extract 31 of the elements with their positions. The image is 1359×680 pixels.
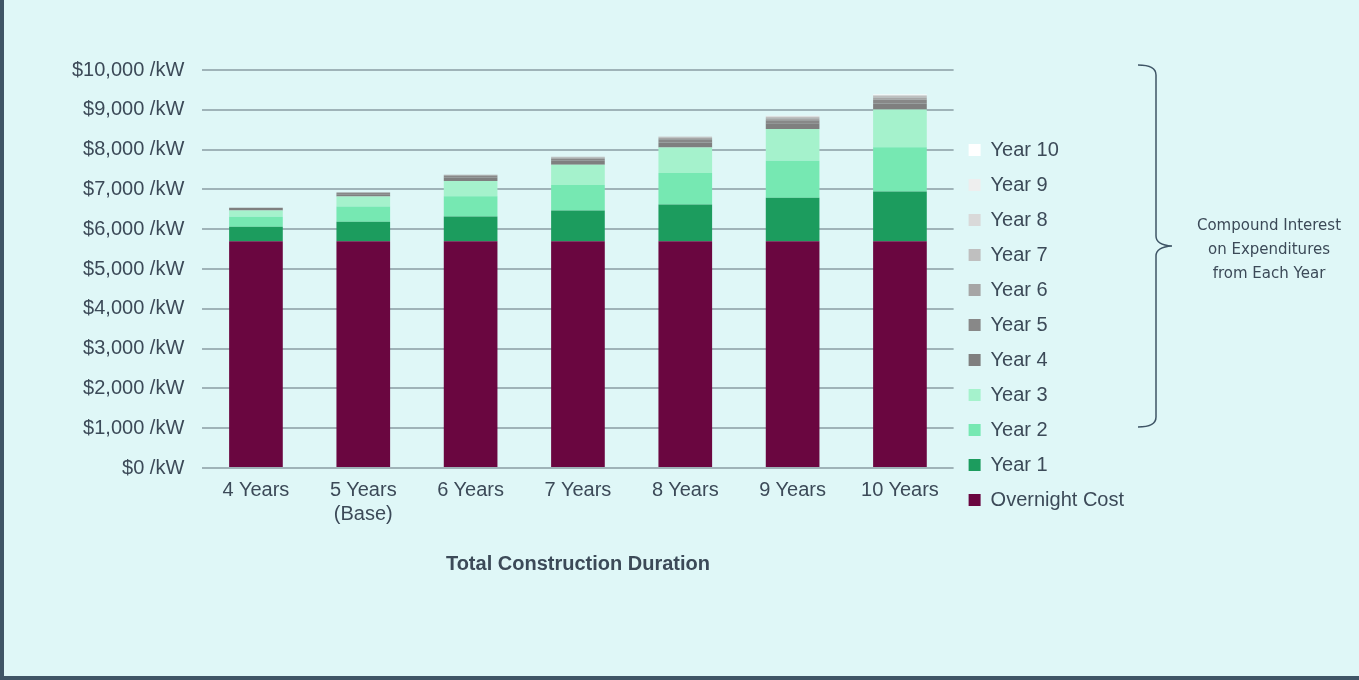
legend-label: Year 6 bbox=[990, 277, 1048, 300]
x-tick-label: 4 Years bbox=[222, 477, 290, 500]
legend-label: Year 3 bbox=[990, 382, 1048, 405]
legend-label: Overnight Cost bbox=[990, 487, 1125, 510]
y-tick-label: $9,000 /kW bbox=[83, 97, 185, 120]
y-tick-label: $8,000 /kW bbox=[83, 137, 185, 160]
y-tick-label: $1,000 /kW bbox=[83, 415, 185, 438]
x-tick-label: 9 Years bbox=[759, 477, 826, 500]
y-tick-label: $4,000 /kW bbox=[83, 296, 185, 319]
x-tick-label: 8 Years bbox=[651, 477, 719, 500]
legend-label: Year 7 bbox=[990, 242, 1048, 265]
legend-label: Year 10 bbox=[990, 137, 1059, 160]
legend-label: Year 5 bbox=[990, 312, 1048, 335]
y-tick-label: $2,000 /kW bbox=[83, 375, 185, 398]
legend-label: Year 2 bbox=[990, 417, 1048, 440]
legend-label: Year 9 bbox=[990, 172, 1048, 195]
x-axis-title: Total Construction Duration bbox=[445, 551, 710, 574]
y-tick-label: $3,000 /kW bbox=[83, 336, 185, 359]
x-tick-label: 7 Years bbox=[544, 477, 612, 500]
x-tick-label: 6 Years bbox=[437, 477, 504, 500]
x-tick-label: 5 Years (Base) bbox=[329, 477, 397, 524]
y-tick-label: $7,000 /kW bbox=[83, 176, 185, 199]
x-tick-label: 10 Years bbox=[861, 477, 939, 500]
legend-label: Year 4 bbox=[990, 347, 1048, 370]
y-tick-label: $0 /kW bbox=[122, 455, 185, 478]
text: Compound Interest on Expenditures from Each Year bbox=[1195, 215, 1343, 284]
y-tick-label: $10,000 /kW bbox=[71, 57, 185, 80]
legend-label: Year 8 bbox=[990, 207, 1048, 230]
y-tick-label: $6,000 /kW bbox=[83, 216, 185, 239]
y-tick-label: $5,000 /kW bbox=[83, 256, 185, 279]
legend-label: Year 1 bbox=[990, 452, 1048, 475]
